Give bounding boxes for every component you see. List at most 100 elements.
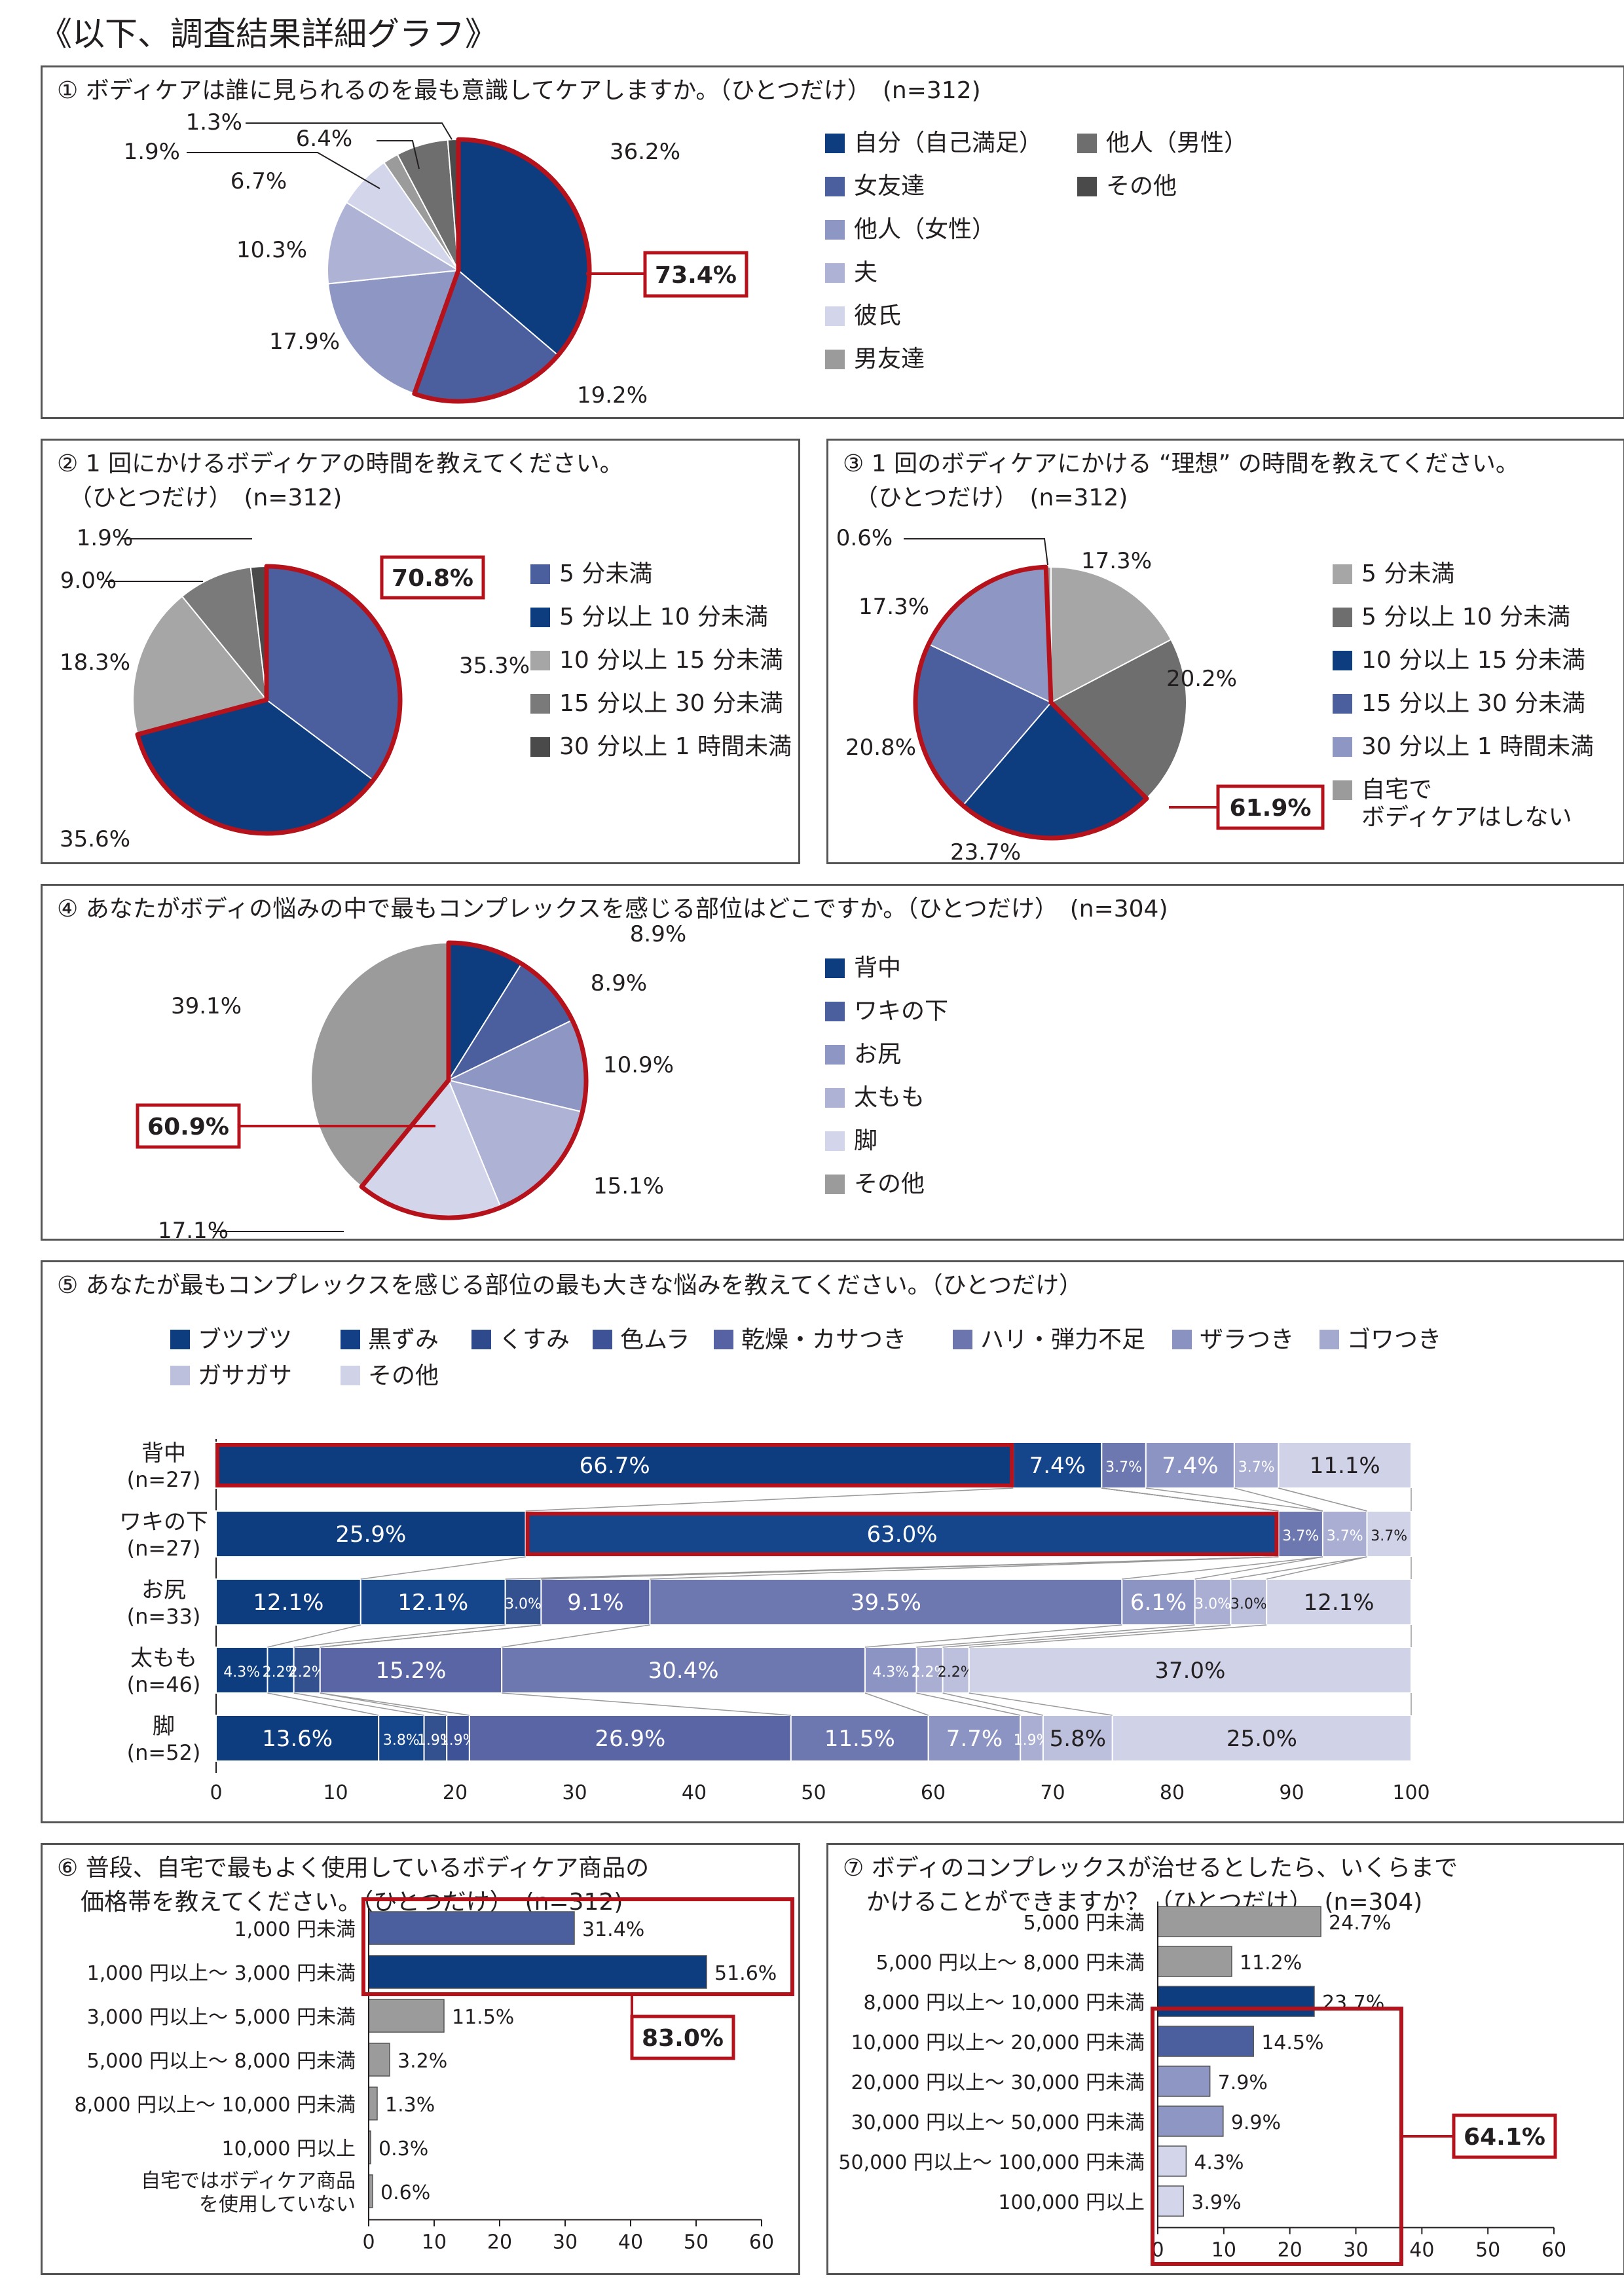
q2-legend-label: 30 分以上 1 時間未満 bbox=[559, 733, 792, 760]
q3-legend-label: 5 分未満 bbox=[1361, 560, 1454, 587]
q3-value-label: 23.7% bbox=[950, 839, 1021, 866]
q1-legend-label: 彼氏 bbox=[854, 302, 901, 329]
q5-bar-segment bbox=[1042, 1715, 1113, 1762]
q5-legend-label: ハリ・弾力不足 bbox=[980, 1326, 1145, 1353]
q5-legend-swatch bbox=[341, 1366, 360, 1385]
q1-slice bbox=[327, 269, 460, 395]
q3-pie-chart: 17.3% 20.2% 23.7% 20.8% 17.3% 0.6% 61.9% 5 分未満 5… bbox=[836, 525, 1594, 866]
q5-data-label-small: 3.0% bbox=[1230, 1596, 1267, 1613]
q5-bar-segment bbox=[1012, 1442, 1103, 1489]
q5-legend-swatch bbox=[593, 1330, 612, 1349]
q6-value-label: 3.2% bbox=[397, 2050, 447, 2073]
q2-legend-swatch bbox=[530, 737, 550, 757]
q6-x-tick-label: 10 bbox=[422, 2231, 447, 2254]
q1-leader-line bbox=[377, 140, 420, 170]
q5-bar-segment bbox=[215, 1510, 526, 1558]
q5-bar-segment bbox=[1145, 1442, 1235, 1489]
q6-value-label: 0.3% bbox=[378, 2138, 428, 2160]
q6-bar-chart: 1,000 円未満 31.4% 1,000 円以上～ 3,000 円未満 51.6% 3… bbox=[75, 1897, 794, 2254]
q5-connector-line bbox=[916, 1624, 1195, 1648]
q5-bar-segment bbox=[1020, 1715, 1044, 1762]
q1-legend-swatch bbox=[825, 177, 845, 196]
q7-bar bbox=[1157, 2145, 1187, 2177]
q5-connector-line bbox=[1122, 1556, 1323, 1580]
q7-bar bbox=[1157, 1906, 1321, 1937]
q3-legend-label: ボディケアはしない bbox=[1361, 804, 1572, 831]
q5-bar-segment bbox=[1121, 1578, 1196, 1626]
q3-legend-swatch bbox=[1333, 694, 1352, 714]
q6-value-label: 51.6% bbox=[714, 1962, 777, 1985]
q5-connector-line bbox=[864, 1624, 1122, 1648]
q3-legend-swatch bbox=[1333, 564, 1352, 584]
q6-highlight-box bbox=[630, 2014, 735, 2060]
q7-panel: ⑦ ボディのコンプレックスが治せるとしたら、いくらまで かけることができますか？… bbox=[826, 1843, 1624, 2275]
q1-highlight-outline bbox=[412, 137, 592, 404]
q5-bar-segment bbox=[1233, 1442, 1280, 1489]
q5-bar-segment bbox=[927, 1715, 1022, 1762]
q4-value-label: 8.9% bbox=[630, 921, 686, 947]
q2-title: ② 1 回にかけるボディケアの時間を教えてください。 （ひとつだけ） (n=31… bbox=[57, 450, 623, 511]
q1-legend-label: 他人（男性） bbox=[1106, 130, 1247, 156]
q1-panel: ① ボディケアは誰に見られるのを最も意識してケアしますか。（ひとつだけ） (n=… bbox=[41, 65, 1624, 419]
q4-highlight-label: 60.9% bbox=[147, 1114, 229, 1140]
q5-x-tick-label: 100 bbox=[1392, 1781, 1430, 1804]
q4-value-label: 10.9% bbox=[603, 1052, 674, 1078]
q1-value-label: 1.9% bbox=[124, 139, 180, 165]
q3-highlight-box bbox=[1216, 784, 1325, 830]
q5-connector-line bbox=[502, 1692, 791, 1716]
q7-value-label: 3.9% bbox=[1191, 2191, 1241, 2214]
q5-x-tick-label: 80 bbox=[1160, 1781, 1185, 1804]
q5-legend-label: くすみ bbox=[499, 1326, 570, 1353]
q7-value-label: 23.7% bbox=[1322, 1992, 1384, 2014]
q5-data-label: 39.5% bbox=[851, 1590, 921, 1616]
q2-legend-swatch bbox=[530, 694, 550, 714]
q5-connector-line bbox=[969, 1624, 1267, 1648]
q7-category-label: 30,000 円以上～ 50,000 円未満 bbox=[851, 2111, 1145, 2134]
q6-bar bbox=[368, 1999, 445, 2033]
q7-value-label: 9.9% bbox=[1231, 2111, 1281, 2134]
q5-data-label-small: 4.3% bbox=[223, 1664, 260, 1681]
q4-legend-label: 太もも bbox=[854, 1084, 925, 1111]
q3-value-label: 17.3% bbox=[858, 594, 929, 620]
q5-data-label: 11.1% bbox=[1310, 1453, 1380, 1479]
q1-legend-swatch bbox=[825, 134, 845, 153]
q7-x-tick-label: 10 bbox=[1211, 2239, 1236, 2262]
q7-category-label: 8,000 円以上～ 10,000 円未満 bbox=[864, 1992, 1145, 2014]
q5-highlight-box bbox=[215, 1443, 1014, 1487]
q5-data-label: 30.4% bbox=[648, 1658, 719, 1684]
q3-value-label: 17.3% bbox=[1081, 548, 1152, 574]
q3-value-label: 0.6% bbox=[836, 525, 893, 551]
q5-connector-line bbox=[650, 1556, 1279, 1580]
q3-slice bbox=[1050, 638, 1187, 800]
q5-connector-line bbox=[969, 1692, 1113, 1716]
q7-category-label: 20,000 円以上～ 30,000 円未満 bbox=[851, 2071, 1145, 2094]
q5-legend-swatch bbox=[714, 1330, 733, 1349]
q7-value-label: 24.7% bbox=[1329, 1912, 1391, 1935]
q2-value-label: 35.3% bbox=[459, 653, 530, 679]
q5-x-tick-label: 40 bbox=[682, 1781, 707, 1804]
q2-legend-label: 10 分以上 15 分未満 bbox=[559, 647, 783, 674]
q5-connector-line bbox=[502, 1624, 650, 1648]
q6-bar bbox=[368, 1911, 575, 1945]
q5-connector-line bbox=[1101, 1487, 1279, 1512]
q7-x-tick-label: 30 bbox=[1343, 2239, 1368, 2262]
q7-highlight-box bbox=[1452, 2113, 1557, 2159]
q2-highlight-label: 70.8% bbox=[392, 565, 473, 592]
q5-bar-segment bbox=[267, 1647, 295, 1694]
q7-value-label: 11.2% bbox=[1240, 1952, 1302, 1975]
q1-value-label: 1.3% bbox=[186, 109, 242, 136]
q5-bar-segment bbox=[446, 1715, 470, 1762]
q1-leader-line bbox=[246, 122, 452, 140]
q3-title: ③ 1 回のボディケアにかける “理想” の時間を教えてください。 （ひとつだけ… bbox=[843, 450, 1519, 511]
q4-pie-chart: 8.9% 8.9% 10.9% 15.1% 17.1% 39.1% 60.9% 背中ワキの下お… bbox=[136, 921, 948, 1244]
q3-panel: ③ 1 回のボディケアにかける “理想” の時間を教えてください。 （ひとつだけ… bbox=[826, 439, 1624, 866]
q5-data-label: 13.6% bbox=[262, 1726, 333, 1752]
q5-legend-label: 乾燥・カサつき bbox=[741, 1326, 906, 1353]
q2-slice bbox=[132, 595, 268, 736]
q5-x-tick-label: 0 bbox=[210, 1781, 222, 1804]
q2-legend-swatch bbox=[530, 608, 550, 627]
q7-highlight-label: 64.1% bbox=[1464, 2124, 1545, 2151]
q5-title: ⑤ あなたが最もコンプレックスを感じる部位の最も大きな悩みを教えてください。（ひ… bbox=[57, 1272, 1083, 1299]
q4-value-label: 39.1% bbox=[171, 993, 242, 1019]
q5-legend-swatch bbox=[953, 1330, 972, 1349]
